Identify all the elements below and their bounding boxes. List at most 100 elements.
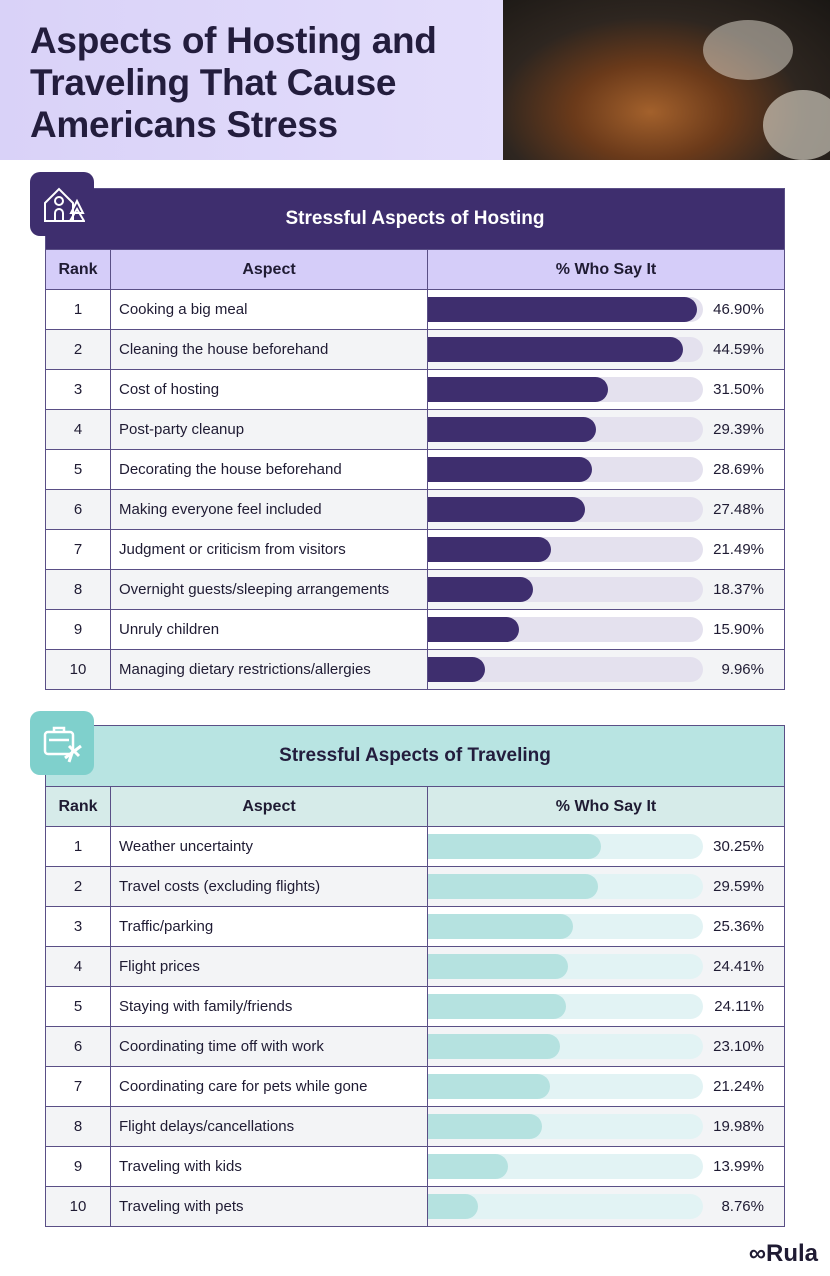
rank-cell: 2 xyxy=(46,867,111,906)
percent-cell: 29.39% xyxy=(428,410,784,449)
traveling-table: Stressful Aspects of Traveling Rank Aspec… xyxy=(45,725,785,1227)
value-label: 15.90% xyxy=(713,621,764,638)
rank-cell: 8 xyxy=(46,570,111,609)
percent-cell: 18.37% xyxy=(428,570,784,609)
percent-cell: 24.11% xyxy=(428,987,784,1026)
aspect-cell: Unruly children xyxy=(111,610,428,649)
bar-track xyxy=(428,1154,703,1179)
table-row: 8 Flight delays/cancellations 19.98% xyxy=(46,1106,784,1146)
value-label: 46.90% xyxy=(713,301,764,318)
bar-track xyxy=(428,377,703,402)
aspect-cell: Cleaning the house beforehand xyxy=(111,330,428,369)
page-title: Aspects of Hosting and Traveling That Ca… xyxy=(30,20,437,145)
bar xyxy=(428,914,574,939)
column-header: Rank xyxy=(46,250,111,289)
aspect-cell: Cooking a big meal xyxy=(111,290,428,329)
table-row: 3 Traffic/parking 25.36% xyxy=(46,906,784,946)
rank-cell: 6 xyxy=(46,490,111,529)
rank-cell: 1 xyxy=(46,290,111,329)
bar-track xyxy=(428,994,703,1019)
rank-cell: 10 xyxy=(46,650,111,689)
aspect-cell: Decorating the house beforehand xyxy=(111,450,428,489)
bar-track xyxy=(428,417,703,442)
value-label: 27.48% xyxy=(713,501,764,518)
rank-cell: 9 xyxy=(46,1147,111,1186)
percent-cell: 24.41% xyxy=(428,947,784,986)
aspect-cell: Cost of hosting xyxy=(111,370,428,409)
rank-cell: 9 xyxy=(46,610,111,649)
value-label: 25.36% xyxy=(713,918,764,935)
value-label: 23.10% xyxy=(713,1038,764,1055)
header-banner: Aspects of Hosting and Traveling That Ca… xyxy=(0,0,503,160)
bar-track xyxy=(428,337,703,362)
header-row: Rank Aspect % Who Say It xyxy=(46,249,784,289)
table-row: 5 Staying with family/friends 24.11% xyxy=(46,986,784,1026)
rank-cell: 10 xyxy=(46,1187,111,1226)
hosting-table: Stressful Aspects of Hosting Rank Aspect%… xyxy=(45,188,785,690)
value-label: 13.99% xyxy=(713,1158,764,1175)
percent-cell: 21.49% xyxy=(428,530,784,569)
bar-track xyxy=(428,577,703,602)
column-header: Rank xyxy=(46,787,111,826)
percent-cell: 13.99% xyxy=(428,1147,784,1186)
rank-cell: 8 xyxy=(46,1107,111,1146)
percent-cell: 30.25% xyxy=(428,827,784,866)
bar xyxy=(428,537,552,562)
rank-cell: 7 xyxy=(46,1067,111,1106)
percent-cell: 46.90% xyxy=(428,290,784,329)
bar-track xyxy=(428,1034,703,1059)
table-row: 6 Coordinating time off with work 23.10% xyxy=(46,1026,784,1066)
value-label: 28.69% xyxy=(713,461,764,478)
value-label: 18.37% xyxy=(713,581,764,598)
house-icon xyxy=(30,172,94,236)
bar xyxy=(428,297,697,322)
bar-track xyxy=(428,834,703,859)
table-row: 9 Traveling with kids 13.99% xyxy=(46,1146,784,1186)
rank-cell: 5 xyxy=(46,450,111,489)
bar xyxy=(428,1194,479,1219)
table-row: 4 Post-party cleanup 29.39% xyxy=(46,409,784,449)
aspect-cell: Staying with family/friends xyxy=(111,987,428,1026)
percent-cell: 9.96% xyxy=(428,650,784,689)
aspect-cell: Traveling with kids xyxy=(111,1147,428,1186)
bar-track xyxy=(428,954,703,979)
aspect-cell: Coordinating care for pets while gone xyxy=(111,1067,428,1106)
rank-cell: 3 xyxy=(46,370,111,409)
bar-track xyxy=(428,457,703,482)
value-label: 44.59% xyxy=(713,341,764,358)
bar-track xyxy=(428,1194,703,1219)
percent-cell: 25.36% xyxy=(428,907,784,946)
value-label: 30.25% xyxy=(713,838,764,855)
value-label: 21.24% xyxy=(713,1078,764,1095)
table-row: 4 Flight prices 24.41% xyxy=(46,946,784,986)
rank-cell: 4 xyxy=(46,410,111,449)
table-row: 8 Overnight guests/sleeping arrangements… xyxy=(46,569,784,609)
aspect-cell: Judgment or criticism from visitors xyxy=(111,530,428,569)
bar xyxy=(428,834,602,859)
aspect-cell: Weather uncertainty xyxy=(111,827,428,866)
bar xyxy=(428,457,593,482)
bar xyxy=(428,1154,509,1179)
rank-cell: 5 xyxy=(46,987,111,1026)
column-header: Aspect xyxy=(111,787,428,826)
rank-cell: 6 xyxy=(46,1027,111,1066)
bar xyxy=(428,1114,543,1139)
bar xyxy=(428,657,486,682)
table-row: 1 Weather uncertainty 30.25% xyxy=(46,826,784,866)
bar xyxy=(428,417,597,442)
column-header: % Who Say It xyxy=(555,797,657,815)
roast-turkey-photo xyxy=(503,0,830,160)
aspect-cell: Traveling with pets xyxy=(111,1187,428,1226)
bar-track xyxy=(428,617,703,642)
table-title: Stressful Aspects of Hosting xyxy=(46,189,784,249)
bar xyxy=(428,497,586,522)
aspect-cell: Managing dietary restrictions/allergies xyxy=(111,650,428,689)
aspect-cell: Overnight guests/sleeping arrangements xyxy=(111,570,428,609)
bar-track xyxy=(428,914,703,939)
table-row: 5 Decorating the house beforehand 28.69% xyxy=(46,449,784,489)
value-label: 29.39% xyxy=(713,421,764,438)
aspect-cell: Flight prices xyxy=(111,947,428,986)
table-row: 2 Travel costs (excluding flights) 29.59… xyxy=(46,866,784,906)
table-row: 3 Cost of hosting 31.50% xyxy=(46,369,784,409)
column-header: Aspect xyxy=(111,250,428,289)
